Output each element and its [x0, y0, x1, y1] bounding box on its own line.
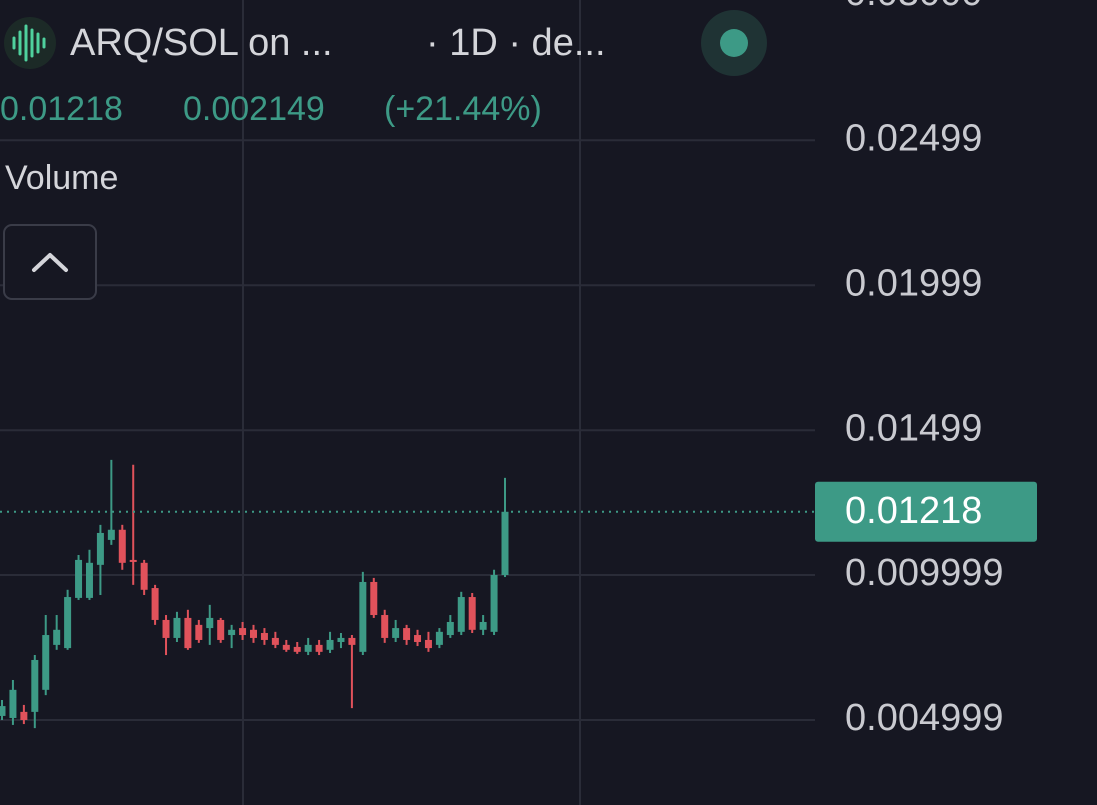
candle-body	[195, 624, 203, 640]
candle-body	[151, 588, 159, 620]
candle-body	[457, 597, 465, 632]
candle-body	[42, 635, 50, 690]
candle-body	[370, 581, 378, 616]
y-tick-label: 0.009999	[845, 552, 1004, 594]
candle-body	[304, 644, 312, 652]
candle-body	[64, 597, 72, 649]
candle-body	[260, 633, 268, 640]
y-tick-label: 0.02499	[845, 117, 982, 159]
candle-body	[271, 637, 279, 645]
candle-body	[140, 562, 148, 590]
candle-body	[381, 615, 389, 638]
candle-body	[435, 631, 443, 645]
candle-body	[173, 617, 181, 638]
candle-body	[348, 637, 356, 645]
candle-body	[359, 581, 367, 652]
candle-body	[414, 635, 422, 642]
collapse-button[interactable]	[3, 224, 97, 300]
y-tick-label: 0.03000	[845, 0, 982, 14]
last-value: 0.01218	[0, 90, 123, 128]
candle-body	[468, 597, 476, 630]
plot-area: 0.004999 0.009999 0.01499 0.01999 0.02499 0.0…	[0, 0, 1004, 739]
candle-body	[0, 706, 6, 716]
candle-body	[490, 575, 498, 632]
candle-body	[118, 529, 126, 563]
candle-body	[250, 629, 257, 638]
candle-body	[479, 621, 487, 630]
candle-body	[228, 629, 236, 636]
candle-body	[85, 562, 93, 598]
change-value: 0.002149	[183, 90, 325, 128]
candle-body	[53, 629, 61, 645]
candle-body	[20, 711, 28, 721]
indicator-label[interactable]: Volume	[5, 159, 118, 197]
candle-body	[107, 529, 115, 540]
y-tick-label: 0.004999	[845, 697, 1004, 739]
candle-body	[239, 628, 247, 636]
candle-body	[206, 617, 214, 629]
candle-body	[424, 639, 432, 649]
candle-body	[162, 619, 170, 638]
candle-body	[293, 646, 301, 652]
last-price-label: 0.01218	[845, 490, 982, 532]
candle-body	[392, 628, 400, 638]
candle-body	[9, 689, 17, 718]
candle-body	[96, 532, 104, 565]
candle-body	[75, 559, 83, 598]
y-tick-label: 0.01999	[845, 262, 982, 304]
candle-body	[403, 628, 411, 640]
last-price-badge	[815, 481, 1037, 542]
symbol-title[interactable]: ARQ/SOL on ...	[70, 22, 333, 64]
candle-body	[129, 559, 137, 562]
candle-body	[315, 644, 323, 652]
candle-body	[184, 617, 192, 649]
y-tick-label: 0.01499	[845, 407, 982, 449]
candle-body	[501, 511, 509, 576]
symbol-logo	[4, 17, 56, 69]
candle-body	[282, 644, 290, 650]
change-percent: (+21.44%)	[384, 90, 542, 128]
status-button[interactable]	[701, 10, 767, 76]
interval-label[interactable]: · 1D · de...	[426, 22, 606, 64]
candle-body	[31, 659, 39, 712]
candle-body	[337, 637, 345, 642]
candle-body	[446, 621, 454, 636]
candle-body	[217, 619, 225, 640]
candle-body	[326, 639, 334, 650]
